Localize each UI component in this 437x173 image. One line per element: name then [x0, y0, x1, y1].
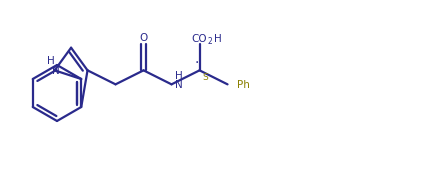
Text: S: S — [203, 73, 208, 82]
Text: ·: · — [194, 56, 199, 70]
Text: H: H — [47, 56, 55, 66]
Text: Ph: Ph — [237, 80, 250, 90]
Text: O: O — [139, 33, 148, 43]
Text: 2: 2 — [208, 37, 212, 46]
Text: H: H — [214, 34, 221, 44]
Text: H: H — [175, 71, 182, 81]
Text: CO: CO — [191, 34, 207, 44]
Text: N: N — [175, 80, 182, 90]
Text: N: N — [52, 66, 59, 76]
